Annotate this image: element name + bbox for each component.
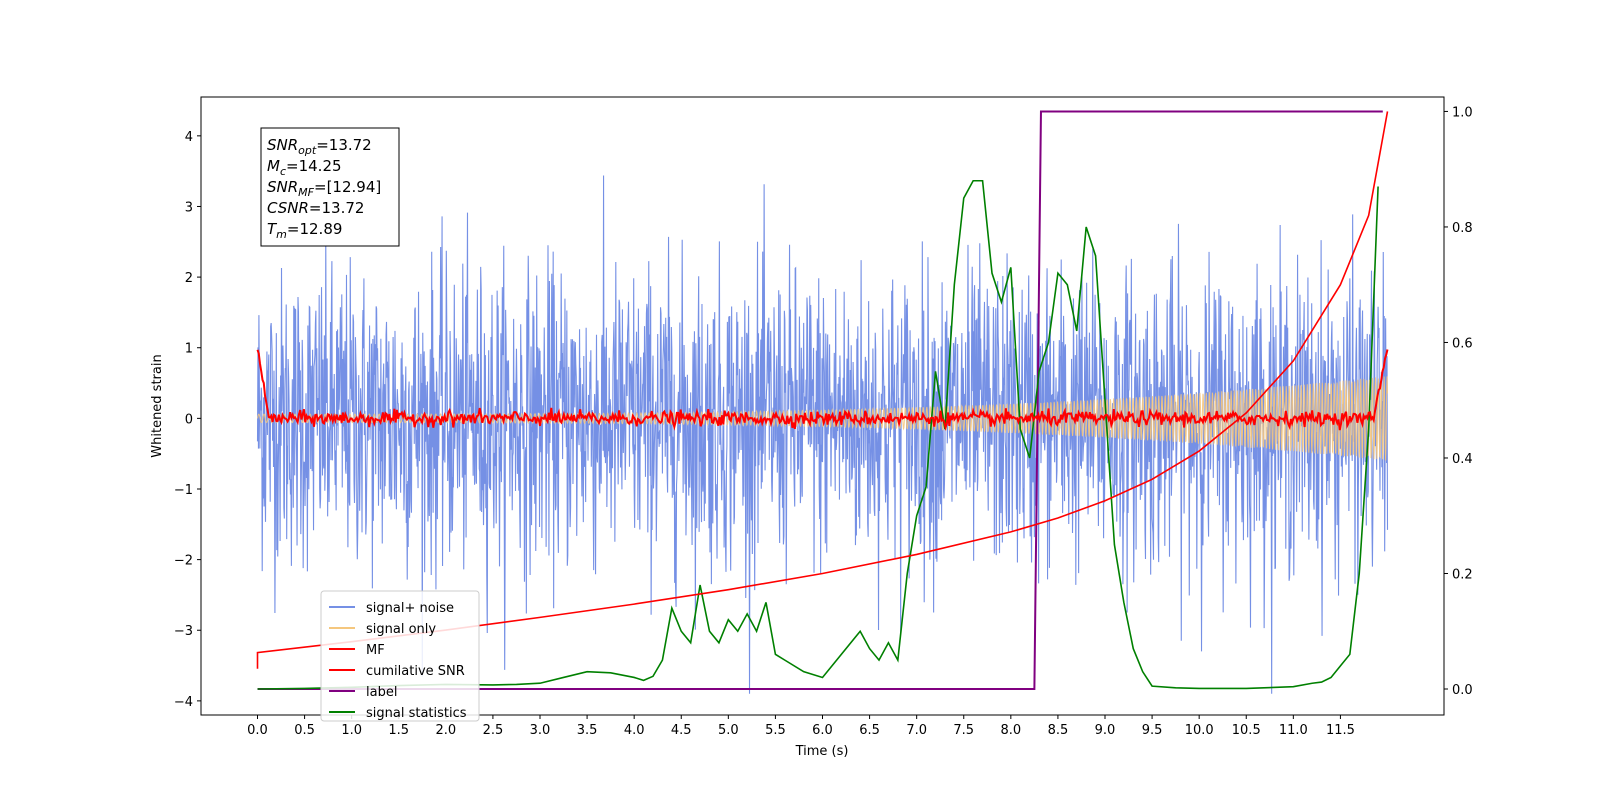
y-tick-label: 0 bbox=[185, 412, 193, 427]
axes-layer: 0.0 0.5 1.0 1.5 2.0 2.5 3.0 3.5 4.0 4.5 5.0 5.5 6.0 6… bbox=[174, 105, 1473, 738]
noise-layer bbox=[256, 175, 1389, 694]
y-tick-label: 1 bbox=[185, 342, 193, 357]
stat-snr-mf: SNRMF=[12.94] bbox=[267, 178, 381, 199]
x-tick-label: 3.0 bbox=[530, 723, 551, 738]
legend-label: cumilative SNR bbox=[366, 664, 465, 679]
y-tick-label: −4 bbox=[174, 695, 193, 710]
y-axis-label: Whitened strain bbox=[150, 354, 165, 457]
x-tick-label: 1.0 bbox=[341, 723, 362, 738]
y-tick-label: −3 bbox=[174, 624, 193, 639]
y2-tick-label: 0.0 bbox=[1452, 683, 1473, 698]
y-tick-label: 4 bbox=[185, 130, 193, 145]
x-tick-label: 2.5 bbox=[483, 723, 504, 738]
legend-label: MF bbox=[366, 643, 385, 658]
x-tick-label: 8.5 bbox=[1048, 723, 1069, 738]
stat-csnr: CSNR=13.72 bbox=[267, 199, 364, 217]
x-tick-label: 4.0 bbox=[624, 723, 645, 738]
x-tick-label: 9.5 bbox=[1142, 723, 1163, 738]
x-tick-label: 7.5 bbox=[953, 723, 974, 738]
y2-tick-label: 0.6 bbox=[1452, 336, 1473, 351]
x-tick-label: 8.0 bbox=[1000, 723, 1021, 738]
y-tick-label: 2 bbox=[185, 271, 193, 286]
x-tick-label: 4.5 bbox=[671, 723, 692, 738]
series-signal-only bbox=[257, 376, 1388, 461]
legend-label: signal statistics bbox=[366, 706, 467, 721]
stats-box: SNRopt=13.72 Mc=14.25 SNRMF=[12.94] CSNR… bbox=[260, 127, 400, 247]
y2-tick-label: 0.4 bbox=[1452, 452, 1473, 467]
legend-label: label bbox=[366, 685, 397, 700]
legend-label: signal+ noise bbox=[366, 601, 454, 616]
x-axis-label: Time (s) bbox=[795, 744, 849, 759]
series-label bbox=[257, 110, 1383, 691]
series-mf bbox=[256, 349, 1389, 431]
x-tick-label: 0.0 bbox=[247, 723, 268, 738]
signal-layer bbox=[257, 376, 1388, 461]
x-tick-label: 11.5 bbox=[1326, 723, 1355, 738]
legend: signal+ noise signal only MF cumilative SNR… bbox=[320, 590, 480, 722]
x-tick-label: 2.0 bbox=[435, 723, 456, 738]
stat-tm: Tm=12.89 bbox=[267, 220, 342, 241]
x-tick-label: 7.0 bbox=[906, 723, 927, 738]
x-tick-label: 9.0 bbox=[1095, 723, 1116, 738]
x-tick-label: 1.5 bbox=[388, 723, 409, 738]
x-tick-label: 6.0 bbox=[812, 723, 833, 738]
x-tick-label: 5.5 bbox=[765, 723, 786, 738]
legend-label: signal only bbox=[366, 622, 436, 637]
y-tick-label: −1 bbox=[174, 483, 193, 498]
y2-tick-label: 0.2 bbox=[1452, 567, 1473, 582]
series-signal-statistics bbox=[257, 179, 1379, 690]
stat-mc: Mc=14.25 bbox=[267, 157, 342, 178]
x-tick-label: 0.5 bbox=[294, 723, 315, 738]
x-tick-label: 3.5 bbox=[577, 723, 598, 738]
y2-tick-label: 1.0 bbox=[1452, 105, 1473, 120]
x-tick-label: 6.5 bbox=[859, 723, 880, 738]
x-tick-label: 10.0 bbox=[1185, 723, 1214, 738]
x-tick-label: 10.5 bbox=[1232, 723, 1261, 738]
series-signal-noise bbox=[256, 175, 1389, 694]
x-tick-label: 5.0 bbox=[718, 723, 739, 738]
x-tick-label: 11.0 bbox=[1279, 723, 1308, 738]
mf-layer bbox=[256, 349, 1389, 431]
stat-snr-opt: SNRopt=13.72 bbox=[267, 136, 372, 157]
y2-tick-label: 0.8 bbox=[1452, 221, 1473, 236]
y-tick-label: 3 bbox=[185, 200, 193, 215]
y-tick-label: −2 bbox=[174, 554, 193, 569]
